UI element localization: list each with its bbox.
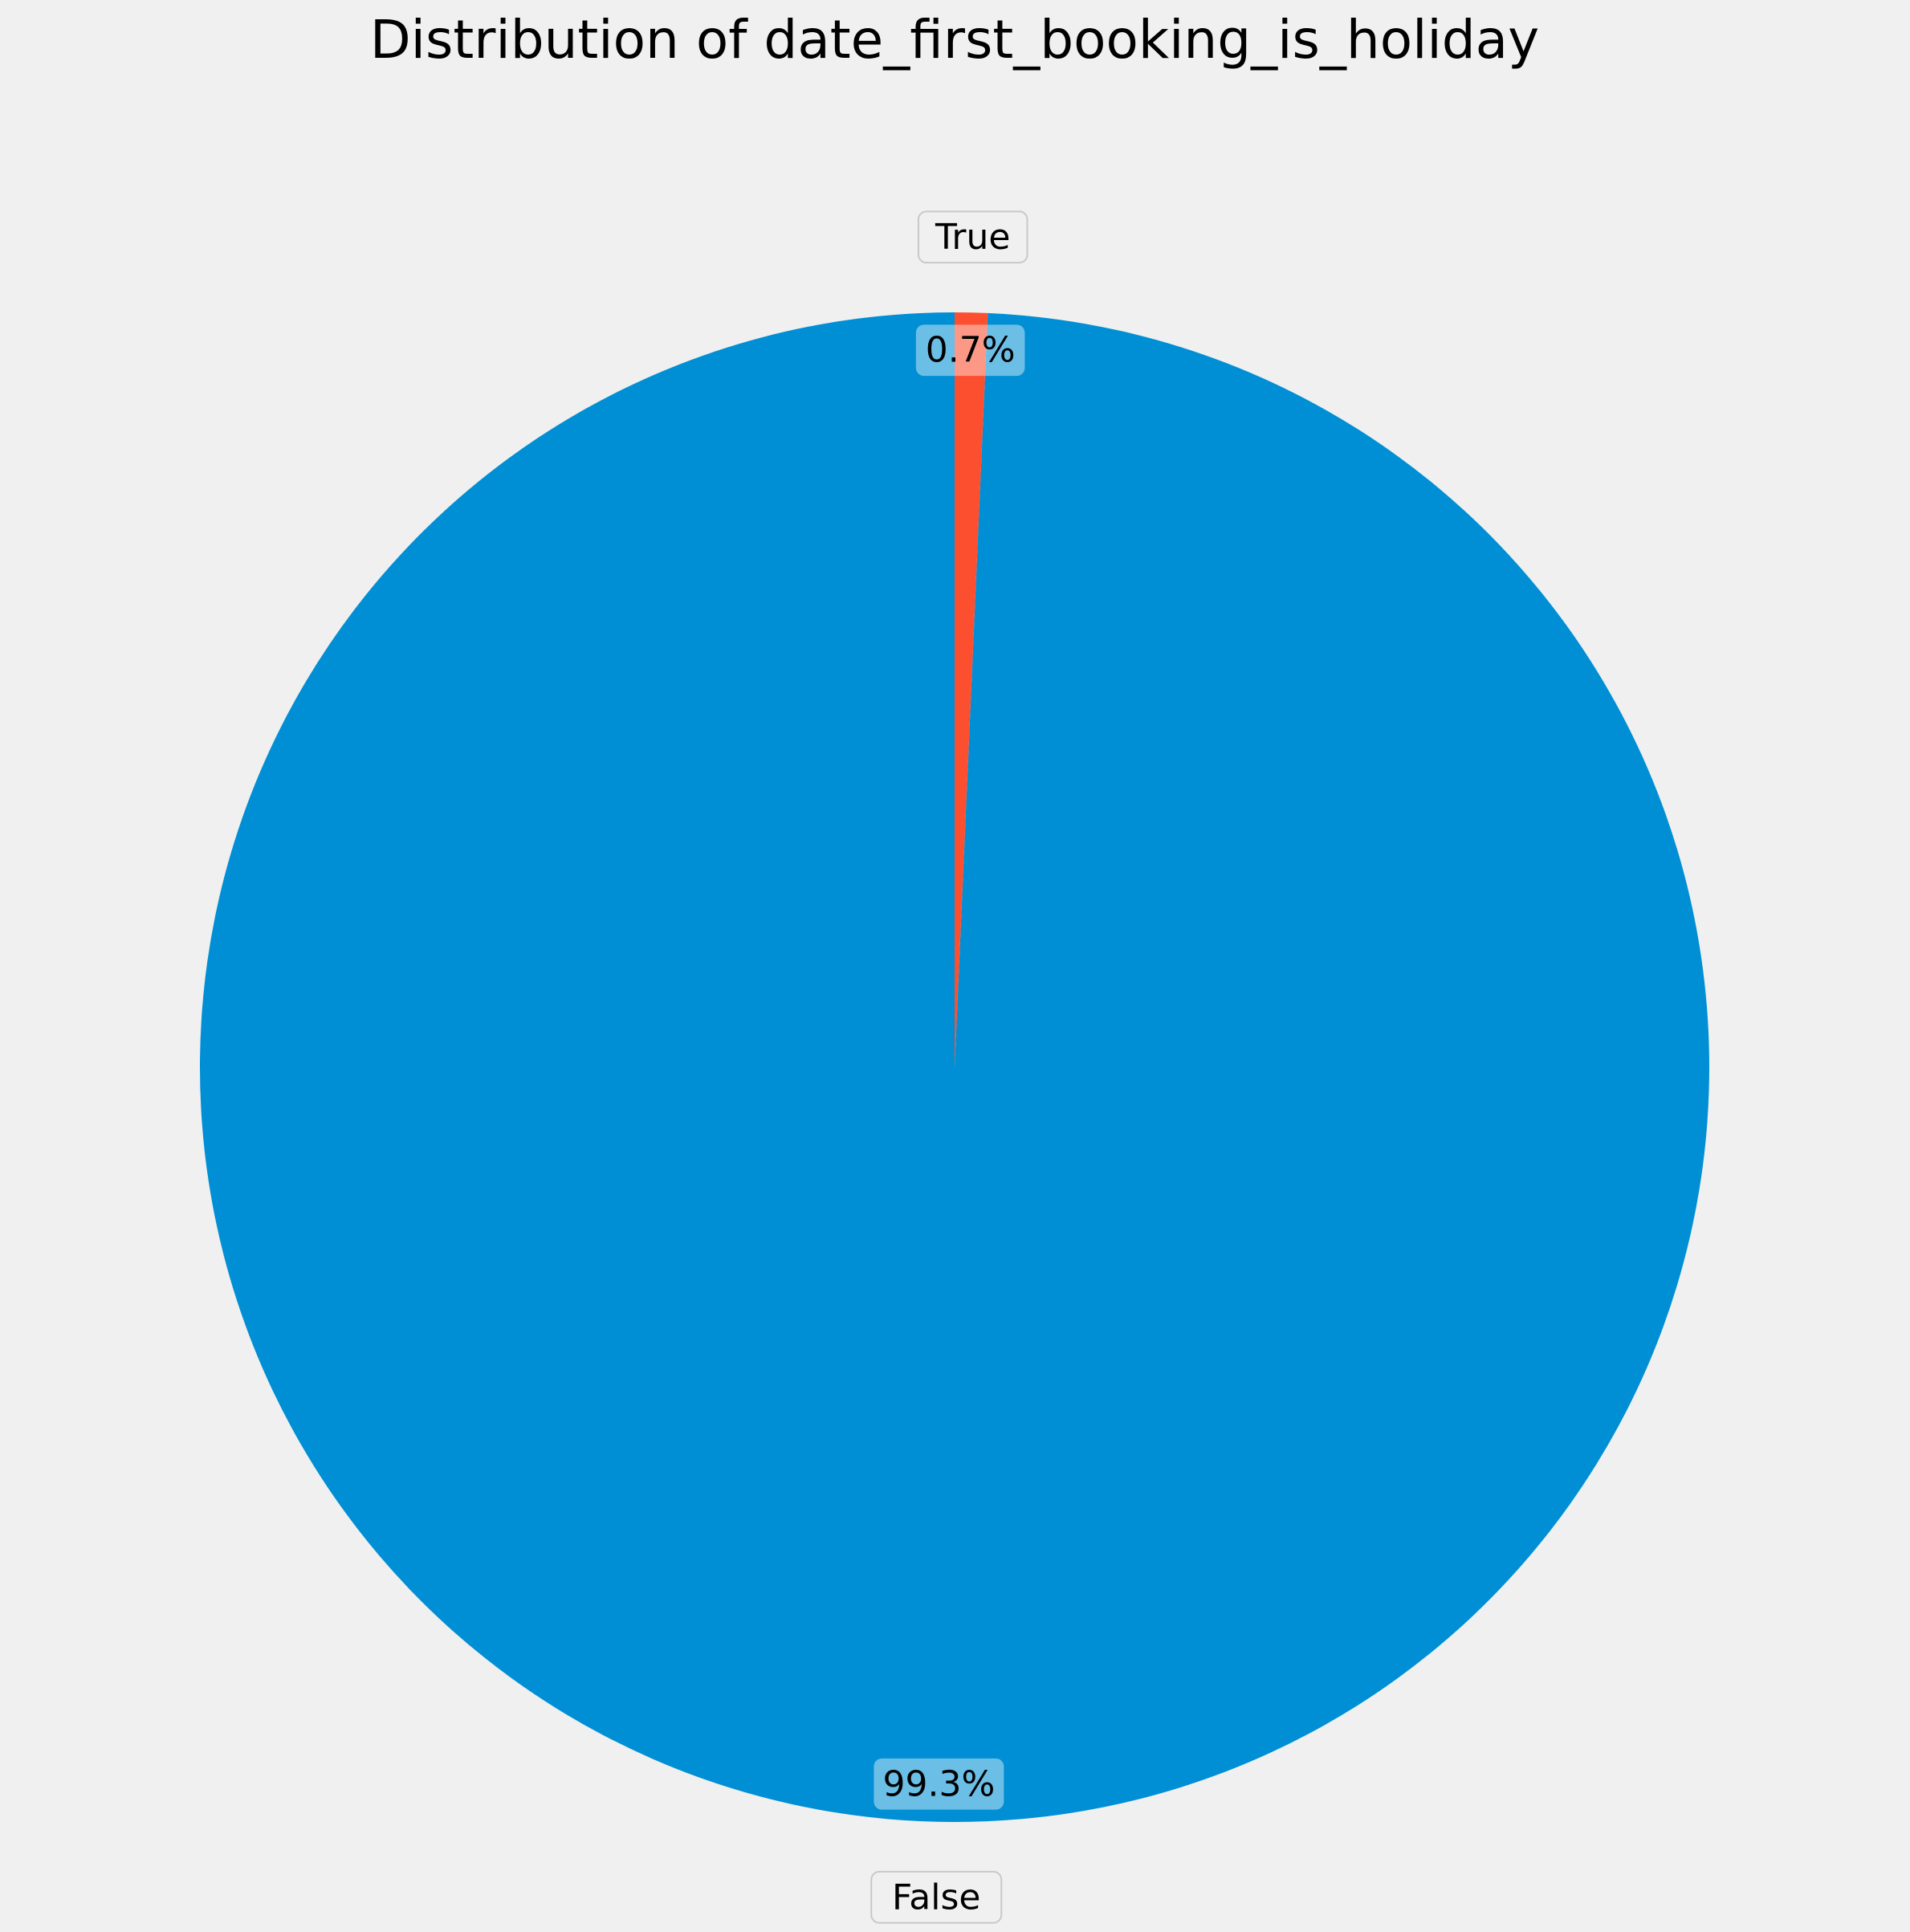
pie-slices: [200, 312, 1710, 1822]
pie-slice-true: [955, 312, 988, 1067]
pct-label-true: 0.7%: [915, 324, 1025, 377]
pct-label-false: 99.3%: [874, 1758, 1004, 1810]
slice-label-false: False: [870, 1870, 1003, 1924]
slice-label-true-text: True: [935, 217, 1010, 258]
pct-label-false-box: [874, 1758, 1004, 1810]
slice-label-false-box: [870, 1870, 1003, 1924]
chart-title: Distribution of date_first_booking_is_ho…: [370, 9, 1539, 71]
pct-label-true-box: [915, 324, 1025, 377]
pct-label-false-text: 99.3%: [882, 1763, 995, 1804]
pie-labels: 99.3% False 0.7% True: [870, 210, 1028, 1924]
pie-slice-false: [200, 312, 1710, 1822]
slice-label-false-text: False: [892, 1877, 980, 1918]
slice-label-true: True: [917, 210, 1028, 264]
pct-label-true-text: 0.7%: [926, 330, 1016, 371]
slice-label-true-box: [917, 210, 1028, 264]
